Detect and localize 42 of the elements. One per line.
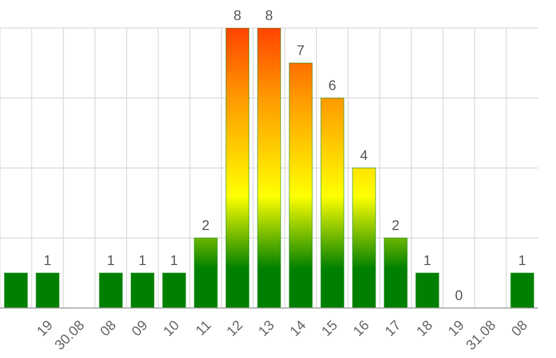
bar xyxy=(4,272,28,308)
data-label: 2 xyxy=(392,217,400,233)
data-label: 2 xyxy=(202,217,210,233)
data-label: 1 xyxy=(44,252,52,268)
x-tick-label: 17 xyxy=(381,316,404,340)
bar xyxy=(98,272,123,308)
data-label: 1 xyxy=(138,252,147,268)
data-label: 7 xyxy=(296,42,305,58)
data-label: 0 xyxy=(454,287,463,303)
x-tick-label: 15 xyxy=(318,316,341,340)
x-tick-label: 14 xyxy=(286,316,309,340)
data-label: 8 xyxy=(265,7,274,23)
bar xyxy=(352,168,376,308)
x-tick-label: 18 xyxy=(413,316,436,340)
data-label: 6 xyxy=(328,77,336,93)
bar xyxy=(510,272,534,308)
data-label: 8 xyxy=(233,7,242,23)
bar xyxy=(320,98,344,308)
x-tick-label: 19 xyxy=(33,316,56,340)
x-tick-label: 09 xyxy=(128,316,151,340)
x-tick-label: 10 xyxy=(160,316,182,340)
bar xyxy=(415,272,440,308)
data-label: 1 xyxy=(518,252,526,268)
bar xyxy=(384,238,408,308)
data-label: 1 xyxy=(423,252,432,268)
bar xyxy=(36,272,60,308)
data-label: 4 xyxy=(360,147,368,163)
data-label: 1 xyxy=(170,252,178,268)
bar xyxy=(162,272,186,308)
bar xyxy=(225,28,250,308)
data-label: 1 xyxy=(106,252,115,268)
bar xyxy=(194,238,218,308)
x-tick-label: 19 xyxy=(444,316,468,340)
x-tick-label: 16 xyxy=(350,316,372,340)
x-tick-label: 08 xyxy=(508,316,530,340)
bar xyxy=(257,28,282,308)
x-tick-label: 08 xyxy=(96,316,120,340)
x-tick-label: 11 xyxy=(192,316,214,338)
bar xyxy=(130,272,155,308)
x-tick-label: 13 xyxy=(254,316,278,340)
bar xyxy=(288,62,313,308)
x-tick-label: 12 xyxy=(223,316,246,340)
